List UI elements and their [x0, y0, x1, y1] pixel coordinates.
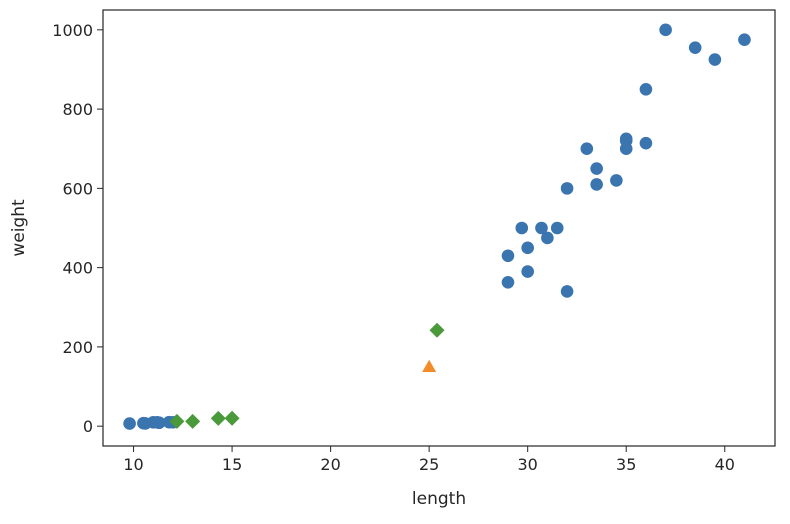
- data-point-circle: [639, 82, 653, 96]
- x-axis-label: length: [412, 489, 466, 509]
- data-point-circle: [610, 174, 623, 187]
- y-tick-label: 800: [62, 100, 93, 119]
- x-axis: 10 15 20 25 30 35 40: [123, 446, 735, 474]
- x-tick-label: 35: [616, 455, 636, 474]
- data-point-circle: [521, 265, 534, 278]
- data-point-circle: [688, 41, 702, 54]
- data-point-circle: [619, 142, 633, 156]
- data-point-circle: [521, 241, 534, 255]
- x-tick-label: 40: [715, 455, 735, 474]
- data-point-circle: [590, 162, 603, 175]
- data-point-circle: [152, 416, 166, 430]
- data-point-circle: [708, 53, 722, 66]
- y-tick-label: 400: [62, 259, 93, 278]
- data-point-circle: [515, 221, 529, 235]
- x-tick-label: 10: [123, 455, 143, 474]
- data-point-diamond: [210, 410, 226, 426]
- x-tick-label: 15: [222, 455, 242, 474]
- plot-area: [123, 23, 751, 430]
- axes-frame: [102, 9, 776, 447]
- y-axis: 0 200 400 600 800 1000: [52, 21, 103, 436]
- data-point-diamond: [224, 410, 240, 426]
- data-point-circle: [590, 178, 603, 191]
- data-point-circle: [560, 182, 574, 195]
- data-point-circle: [541, 231, 554, 245]
- data-point-circle: [560, 285, 574, 298]
- y-tick-label: 200: [62, 338, 93, 357]
- data-point-diamond: [185, 413, 201, 429]
- data-point-triangle: [422, 359, 437, 372]
- data-point-circle: [123, 417, 136, 430]
- data-point-circle: [501, 276, 515, 289]
- data-point-circle: [550, 221, 564, 235]
- data-point-circle: [580, 142, 594, 156]
- x-tick-label: 20: [320, 455, 340, 474]
- data-point-circle: [639, 136, 653, 150]
- data-point-circle: [535, 221, 548, 235]
- y-axis-label: weight: [9, 199, 29, 257]
- y-tick-label: 0: [83, 417, 93, 436]
- data-point-circle: [501, 249, 515, 263]
- y-tick-label: 600: [62, 179, 93, 198]
- y-tick-label: 1000: [52, 21, 93, 40]
- data-point-circle: [738, 33, 751, 47]
- data-point-circle: [659, 23, 672, 37]
- x-tick-label: 25: [419, 455, 439, 474]
- data-point-diamond: [169, 413, 185, 429]
- data-point-diamond: [429, 322, 445, 338]
- x-tick-label: 30: [518, 455, 538, 474]
